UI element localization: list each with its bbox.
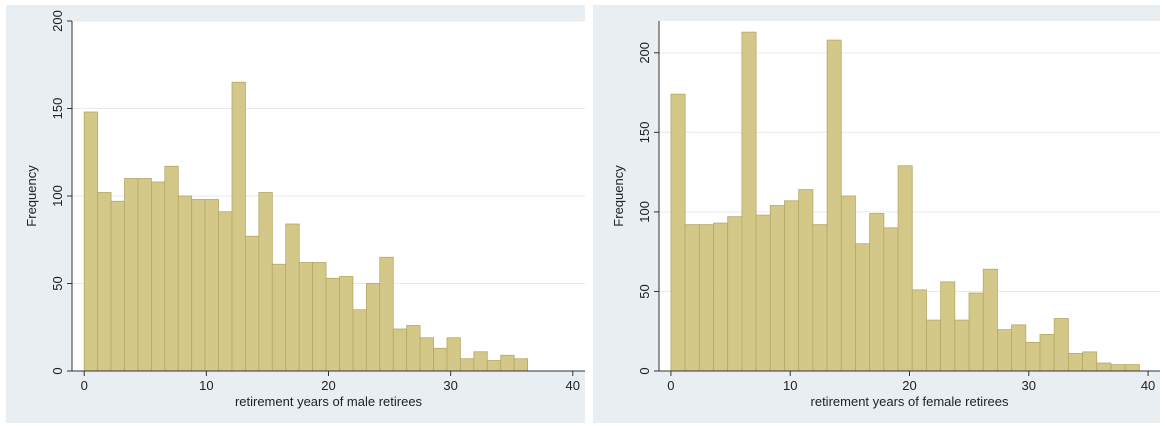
female-histogram-bar (670, 93, 686, 372)
female-histogram-bar (968, 292, 984, 372)
male-histogram-bar (486, 360, 502, 372)
female-x-tick-label: 40 (1141, 378, 1155, 393)
male-histogram-bar (365, 283, 381, 372)
female-histogram-bar (997, 329, 1013, 372)
female-histogram-bar (911, 289, 927, 372)
male-histogram-bar (218, 211, 233, 372)
male-y-tick-label: 200 (50, 10, 65, 32)
female-histogram-bar (1011, 324, 1027, 372)
female-y-axis-title: Frequency (611, 165, 626, 227)
male-y-axis-title: Frequency (24, 165, 39, 227)
male-x-tick-label: 30 (443, 378, 457, 393)
male-histogram-bar (150, 181, 166, 372)
female-y-tick-label: 200 (637, 42, 652, 64)
female-histogram-bar (769, 205, 785, 372)
female-histogram-bar (798, 189, 814, 372)
male-x-tick-label: 20 (321, 378, 335, 393)
female-x-tick-label: 30 (1022, 378, 1036, 393)
male-y-tick-label: 150 (50, 98, 65, 120)
female-histogram-bar (1025, 341, 1041, 372)
male-x-tick-label: 10 (199, 378, 213, 393)
male-histogram-bar (97, 192, 112, 372)
female-histogram-bar (1096, 362, 1112, 372)
male-histogram-bar (110, 200, 125, 372)
female-histogram-bar (1067, 353, 1083, 372)
male-histogram-bar (379, 256, 394, 372)
female-y-tick-label: 100 (637, 201, 652, 223)
female-histogram-bar (698, 224, 714, 372)
female-histogram-bar (684, 224, 700, 372)
female-histogram-bar (1053, 318, 1069, 372)
male-histogram-bar (83, 111, 99, 372)
female-histogram-bar (840, 195, 856, 372)
male-histogram-bar (433, 347, 448, 372)
female-histogram-bar (855, 243, 871, 372)
male-histogram-bar (419, 337, 434, 372)
male-histogram-bar (325, 277, 340, 372)
male-histogram-bar (406, 325, 421, 372)
male-histogram-bar (204, 199, 219, 372)
female-histogram-panel: 0 50 100 150 200 0 10 20 30 40 retirement years of… (593, 5, 1160, 423)
male-histogram-bar (352, 309, 367, 372)
male-histogram-bar (164, 165, 179, 372)
male-histogram-bar (124, 178, 139, 372)
female-histogram-bar (727, 216, 743, 372)
female-histogram-bar (940, 281, 956, 372)
male-histogram-bar (392, 328, 408, 372)
female-y-tick-label: 150 (637, 122, 652, 144)
female-histogram-bar (954, 319, 970, 372)
female-histogram-bar (869, 213, 885, 372)
male-histogram-bar (298, 262, 314, 372)
male-histogram-bar (231, 81, 246, 372)
male-histogram-bar (339, 276, 354, 372)
female-x-tick-label: 20 (902, 378, 916, 393)
female-y-tick-label: 50 (637, 284, 652, 298)
male-histogram-bar (177, 195, 193, 372)
male-retirees-histogram: 0 50 100 150 200 0 10 20 30 40 retirement years of… (24, 10, 585, 409)
female-histogram-bar (926, 319, 942, 372)
female-histogram-bar (1110, 364, 1126, 372)
male-histogram-bar (312, 262, 327, 372)
female-histogram-bar (1124, 364, 1140, 372)
male-y-tick-label: 100 (50, 185, 65, 207)
male-histogram-bar (258, 192, 273, 372)
female-histogram-bar (826, 39, 842, 372)
male-histogram-bar (460, 358, 475, 372)
male-x-axis-title: retirement years of male retirees (235, 394, 423, 409)
female-x-tick-label: 0 (667, 378, 674, 393)
male-histogram-bar (245, 235, 260, 372)
male-y-tick-label: 50 (50, 276, 65, 290)
male-x-tick-label: 40 (566, 378, 580, 393)
female-histogram-bar (1039, 334, 1055, 372)
female-histogram-bar (741, 31, 757, 372)
female-x-axis-title: retirement years of female retirees (811, 394, 1009, 409)
female-histogram-bar (812, 224, 828, 372)
male-histogram-bar (446, 337, 461, 372)
male-histogram-bar (473, 351, 488, 372)
male-histogram-bar (500, 354, 515, 372)
male-histogram-bar (191, 199, 206, 372)
female-retirees-histogram: 0 50 100 150 200 0 10 20 30 40 retirement years of… (611, 21, 1160, 409)
female-histogram-bar (755, 214, 771, 372)
male-y-tick-label: 0 (50, 367, 65, 374)
female-histogram-bar (982, 268, 998, 372)
female-histogram-bar (897, 165, 913, 372)
male-histogram-bar (137, 178, 152, 372)
female-y-tick-label: 0 (637, 367, 652, 374)
female-histogram-bar (713, 222, 729, 372)
male-histogram-bar (271, 263, 287, 372)
female-histogram-bar (883, 227, 899, 372)
female-histogram-bar (784, 200, 800, 372)
female-histogram-bar (1082, 351, 1098, 372)
male-histogram-panel: 0 50 100 150 200 0 10 20 30 40 retirement years of… (6, 5, 585, 423)
male-histogram-bar (513, 358, 528, 372)
male-x-tick-label: 0 (81, 378, 88, 393)
male-histogram-bar (285, 223, 300, 372)
female-x-tick-label: 10 (783, 378, 797, 393)
